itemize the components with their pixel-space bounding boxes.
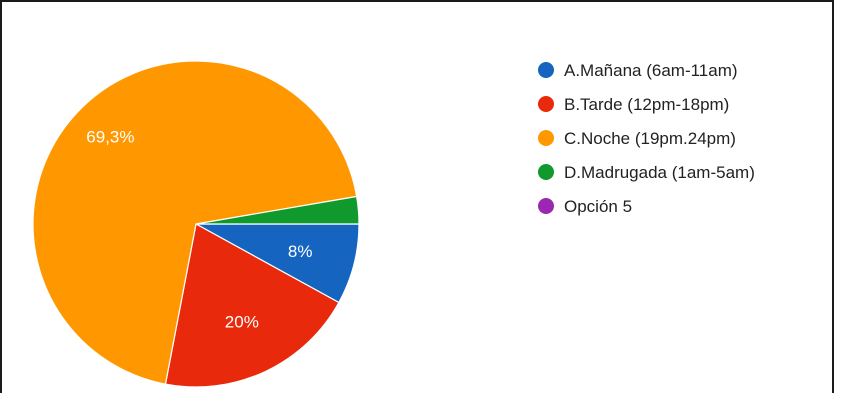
legend-item-3[interactable]: D.Madrugada (1am-5am) [538, 163, 755, 182]
legend-label-3: D.Madrugada (1am-5am) [564, 163, 755, 182]
legend-item-0[interactable]: A.Mañana (6am-11am) [538, 61, 738, 80]
legend-label-0: A.Mañana (6am-11am) [564, 61, 738, 80]
pie-slice-label-0: 8% [288, 242, 313, 261]
legend-swatch-2 [538, 130, 554, 146]
legend-swatch-1 [538, 96, 554, 112]
legend-item-4[interactable]: Opción 5 [538, 197, 632, 216]
frame-border-right [832, 0, 834, 393]
legend-label-2: C.Noche (19pm.24pm) [564, 129, 736, 148]
frame-border-left [0, 0, 2, 393]
pie-slice-labels: 8% 20% 69,3% [86, 128, 312, 332]
legend-swatch-3 [538, 164, 554, 180]
legend-swatch-0 [538, 62, 554, 78]
pie-slice-label-1: 20% [225, 312, 259, 331]
pie-slice-2[interactable] [32, 60, 358, 385]
pie-slice-1[interactable] [164, 223, 340, 388]
frame-border-top [0, 0, 834, 2]
legend-item-2[interactable]: C.Noche (19pm.24pm) [538, 129, 736, 148]
legend-swatch-4 [538, 198, 554, 214]
legend: A.Mañana (6am-11am) B.Tarde (12pm-18pm) C.… [538, 61, 755, 216]
legend-item-1[interactable]: B.Tarde (12pm-18pm) [538, 95, 729, 114]
legend-label-4: Opción 5 [564, 197, 632, 216]
legend-label-1: B.Tarde (12pm-18pm) [564, 95, 729, 114]
pie-slice-label-2: 69,3% [86, 128, 134, 147]
pie-slices [32, 60, 360, 388]
pie-slice-3[interactable] [195, 195, 360, 225]
